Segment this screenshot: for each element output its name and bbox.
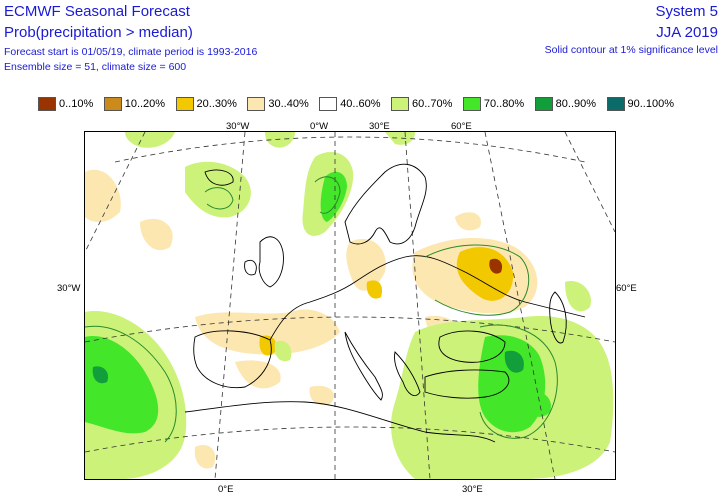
color-legend: 0..10% 10..20% 20..30% 30..40% 40..60% 6… (38, 95, 680, 111)
page-title: ECMWF Seasonal Forecast (4, 3, 190, 20)
legend-swatch (462, 96, 481, 111)
lon-label-bottom: 0°E (218, 484, 234, 495)
legend-item: 60..70% (391, 96, 453, 111)
legend-label: 80..90% (555, 97, 597, 110)
legend-label: 0..10% (59, 97, 94, 110)
map-canvas (85, 132, 615, 479)
legend-item: 40..60% (319, 96, 381, 111)
legend-item: 10..20% (103, 96, 166, 111)
legend-label: 90..100% (627, 97, 674, 110)
lon-label-right: 60°E (616, 283, 637, 294)
coastlines (184, 163, 586, 443)
legend-swatch (534, 96, 553, 111)
legend-swatch (38, 96, 56, 111)
ensemble-info: Ensemble size = 51, climate size = 600 (4, 61, 187, 73)
lon-label-left: 30°W (57, 283, 81, 294)
season-label: JJA 2019 (656, 24, 718, 41)
legend-swatch (606, 96, 625, 111)
legend-swatch (319, 96, 338, 111)
prob-80-90-areas (92, 350, 524, 384)
prob-70-80-areas (85, 171, 551, 434)
legend-item: 80..90% (534, 96, 597, 111)
prob-0-10-area (489, 258, 503, 274)
lon-label-top: 30°W (226, 121, 250, 132)
lon-label-top: 60°E (451, 121, 472, 132)
legend-item: 70..80% (462, 96, 525, 111)
legend-swatch (103, 96, 122, 111)
legend-label: 60..70% (412, 97, 453, 110)
legend-swatch (175, 96, 194, 111)
legend-item: 30..40% (247, 96, 309, 111)
lon-label-bottom: 30°E (462, 484, 483, 495)
legend-swatch (391, 96, 410, 111)
forecast-variable: Prob(precipitation > median) (4, 24, 193, 41)
graticule (85, 132, 615, 479)
legend-label: 70..80% (483, 97, 525, 110)
system-label: System 5 (655, 3, 718, 20)
significance-contours (85, 176, 558, 443)
legend-item: 20..30% (175, 96, 237, 111)
legend-label: 30..40% (268, 97, 309, 110)
significance-note: Solid contour at 1% significance level (544, 44, 718, 56)
lon-label-top: 30°E (369, 121, 390, 132)
lon-label-top: 0°W (310, 121, 329, 132)
legend-label: 10..20% (124, 97, 166, 110)
legend-item: 90..100% (606, 96, 674, 111)
probability-map (84, 131, 616, 480)
legend-label: 40..60% (340, 97, 381, 110)
legend-swatch (247, 96, 266, 111)
forecast-start-info: Forecast start is 01/05/19, climate peri… (4, 46, 258, 58)
legend-item: 0..10% (38, 96, 94, 111)
legend-label: 20..30% (196, 97, 237, 110)
